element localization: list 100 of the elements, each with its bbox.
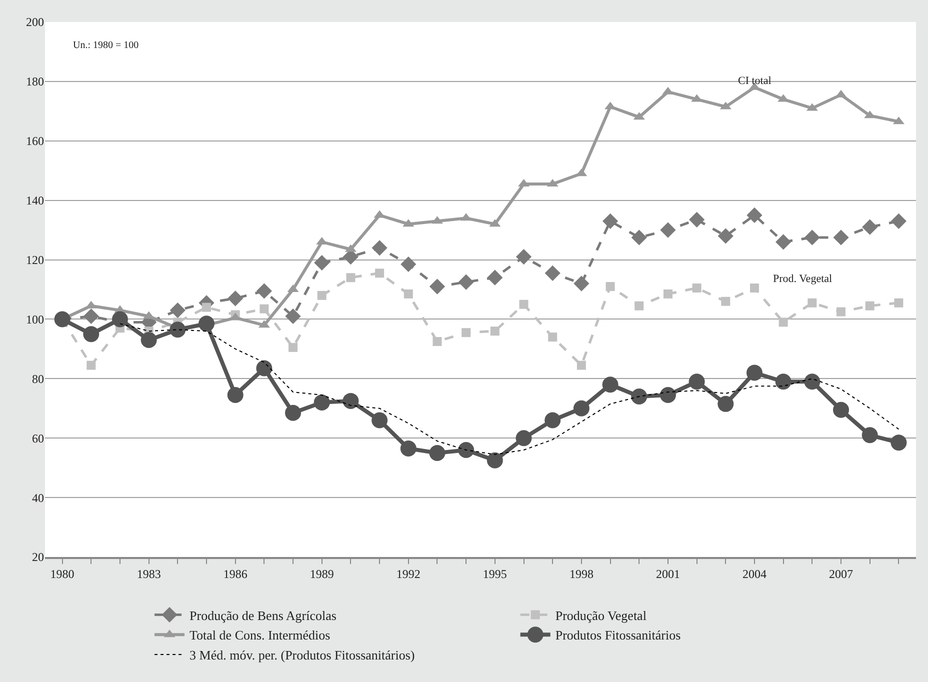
y-tick-label: 40 xyxy=(32,490,44,505)
point xyxy=(890,213,906,229)
point xyxy=(808,298,817,308)
point xyxy=(202,302,212,312)
point xyxy=(256,283,272,299)
point xyxy=(894,298,904,308)
point xyxy=(718,228,734,244)
point xyxy=(631,388,648,404)
point xyxy=(346,273,356,282)
point xyxy=(688,374,705,390)
y-tick-label: 100 xyxy=(26,312,44,326)
point xyxy=(458,442,474,458)
y-tick-label: 140 xyxy=(26,194,44,208)
point xyxy=(778,318,788,327)
y-tick-label: 20 xyxy=(32,550,44,564)
point xyxy=(721,296,730,306)
x-tick-label: 1980 xyxy=(50,567,74,582)
point xyxy=(256,360,272,376)
point xyxy=(776,234,792,250)
x-tick-label: 1986 xyxy=(223,567,248,582)
annotation: CI total xyxy=(738,75,772,87)
point xyxy=(544,412,561,428)
point xyxy=(862,427,878,444)
legend-label: Produção Vegetal xyxy=(555,608,647,623)
x-tick-label: 2004 xyxy=(742,567,766,582)
legend-label: Produção de Bens Agrícolas xyxy=(190,608,336,623)
y-tick-label: 120 xyxy=(26,252,44,267)
point xyxy=(746,364,762,381)
point xyxy=(746,207,762,223)
legend-label: 3 Méd. móv. per. (Produtos Fitossanitários) xyxy=(190,648,415,663)
point xyxy=(112,311,128,328)
point xyxy=(170,322,186,338)
point xyxy=(833,230,849,246)
point xyxy=(750,284,759,293)
point xyxy=(692,284,702,293)
y-tick-label: 80 xyxy=(32,372,44,386)
point xyxy=(836,307,846,316)
point xyxy=(285,404,302,421)
point xyxy=(400,440,416,457)
point xyxy=(862,219,878,235)
point xyxy=(519,300,528,309)
point xyxy=(227,387,244,404)
point xyxy=(544,265,560,281)
annotation: Un.: 1980 = 100 xyxy=(73,40,139,51)
y-tick-label: 200 xyxy=(26,15,44,30)
point xyxy=(429,278,446,294)
point xyxy=(458,274,474,290)
point xyxy=(462,328,471,338)
point xyxy=(372,412,388,428)
point xyxy=(663,289,672,298)
x-tick-label: 1995 xyxy=(482,567,507,582)
point xyxy=(890,434,907,451)
point xyxy=(660,222,676,238)
point xyxy=(865,301,874,310)
y-tick-label: 160 xyxy=(26,134,44,148)
point xyxy=(689,212,705,228)
point xyxy=(400,256,416,272)
point xyxy=(83,326,100,342)
point xyxy=(548,332,558,342)
point xyxy=(490,326,500,336)
annotation: Prod. Vegetal xyxy=(773,273,832,285)
x-tick-label: 2001 xyxy=(656,567,680,582)
point xyxy=(404,289,413,298)
x-tick-label: 1998 xyxy=(569,567,594,582)
point xyxy=(375,268,384,278)
point xyxy=(228,290,244,306)
point xyxy=(718,396,734,412)
point xyxy=(606,282,615,292)
x-tick-label: 1989 xyxy=(310,567,334,582)
legend-label: Produtos Fitossanitários xyxy=(555,628,681,643)
point xyxy=(314,394,330,410)
point xyxy=(317,290,326,300)
point xyxy=(631,230,647,246)
point xyxy=(285,308,301,324)
x-tick-label: 1983 xyxy=(136,567,161,582)
point xyxy=(833,402,850,418)
point xyxy=(804,230,820,246)
point xyxy=(314,254,330,271)
point xyxy=(516,430,532,446)
point xyxy=(574,276,590,292)
point xyxy=(576,360,586,370)
y-tick-label: 60 xyxy=(32,431,44,446)
point xyxy=(170,302,186,318)
point xyxy=(83,308,99,324)
point xyxy=(573,400,590,416)
point xyxy=(140,332,157,348)
x-tick-label: 2007 xyxy=(829,567,854,582)
point xyxy=(634,301,644,310)
point xyxy=(342,392,359,409)
point xyxy=(429,444,446,461)
point xyxy=(804,374,820,390)
point xyxy=(516,249,532,265)
point xyxy=(602,376,618,393)
point xyxy=(198,316,215,332)
x-tick-label: 1992 xyxy=(396,567,420,582)
legend-label: Total de Cons. Intermédios xyxy=(190,628,330,643)
point xyxy=(602,213,618,229)
point xyxy=(432,337,442,346)
point xyxy=(487,270,503,286)
point xyxy=(372,240,388,256)
